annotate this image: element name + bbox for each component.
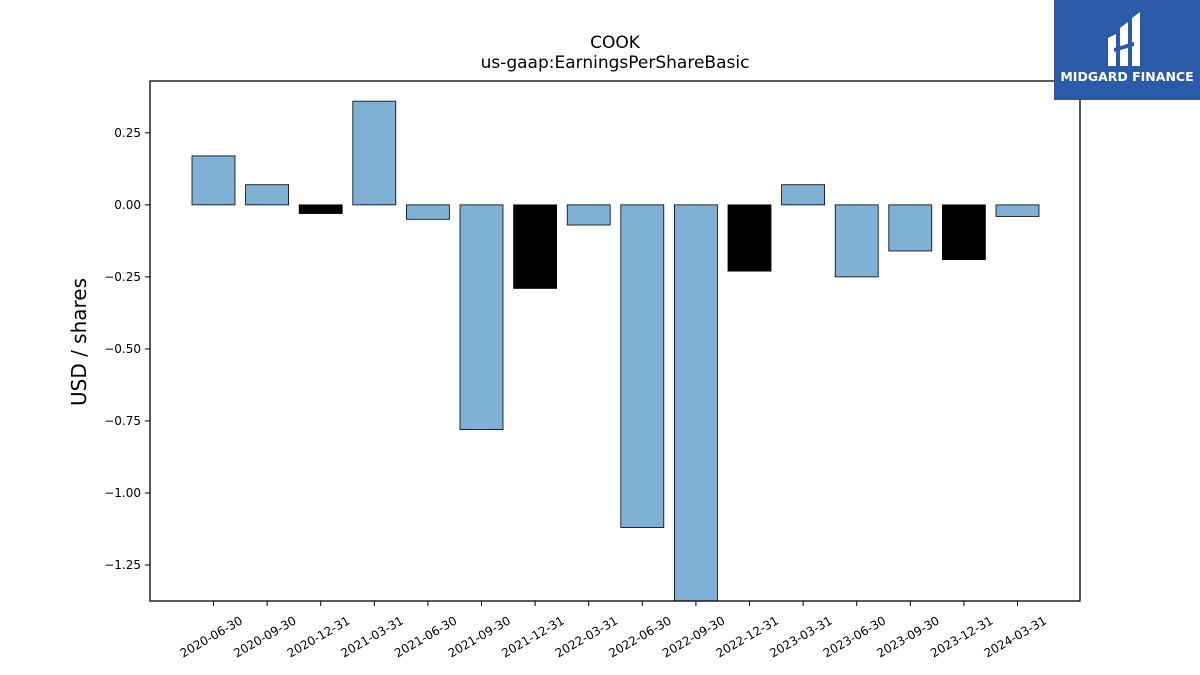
midgard-finance-logo: MIDGARD FINANCE bbox=[1054, 0, 1200, 100]
bar-2021-12-31 bbox=[513, 204, 557, 289]
bar-2023-09-30 bbox=[888, 204, 933, 252]
bar-2020-06-30 bbox=[191, 155, 236, 206]
y-ticks-group: 0.25 0.00 −0.25 −0.50 −0.75 −1.00 −1.25 bbox=[104, 126, 150, 572]
chart-subtitle: us-gaap:EarningsPerShareBasic bbox=[481, 53, 750, 73]
bar-2023-06-30 bbox=[834, 204, 879, 278]
plot-frame bbox=[149, 80, 1081, 602]
bar-2022-12-31 bbox=[727, 204, 772, 272]
y-tick-label: 0.25 bbox=[114, 126, 141, 140]
bar-2022-09-30 bbox=[674, 204, 718, 602]
bar-2020-09-30 bbox=[245, 184, 290, 206]
bars-group bbox=[191, 100, 1040, 602]
y-tick-label: −1.25 bbox=[104, 558, 141, 572]
logo-text: MIDGARD FINANCE bbox=[1060, 69, 1194, 84]
bar-2022-03-31 bbox=[566, 204, 611, 226]
bar-2020-12-31 bbox=[298, 204, 343, 214]
bar-2023-12-31 bbox=[942, 204, 986, 261]
y-tick-label: −0.50 bbox=[104, 342, 141, 356]
y-tick-label: −1.00 bbox=[104, 486, 141, 500]
y-axis-label: USD / shares bbox=[67, 278, 91, 406]
bar-2024-03-31 bbox=[995, 204, 1040, 217]
y-tick-label: 0.00 bbox=[114, 198, 141, 212]
y-tick-label: −0.25 bbox=[104, 270, 141, 284]
bar-2021-09-30 bbox=[459, 204, 504, 430]
y-tick-label: −0.75 bbox=[104, 414, 141, 428]
chart-title: COOK bbox=[590, 33, 641, 53]
bar-2022-06-30 bbox=[620, 204, 665, 528]
bar-2023-03-31 bbox=[781, 184, 825, 206]
midgard-logo-icon bbox=[1108, 12, 1140, 66]
bar-2021-06-30 bbox=[405, 204, 450, 220]
bar-2021-03-31 bbox=[352, 100, 397, 206]
x-ticks-group: 2020-06-302020-09-302020-12-312021-03-31… bbox=[178, 601, 1049, 660]
